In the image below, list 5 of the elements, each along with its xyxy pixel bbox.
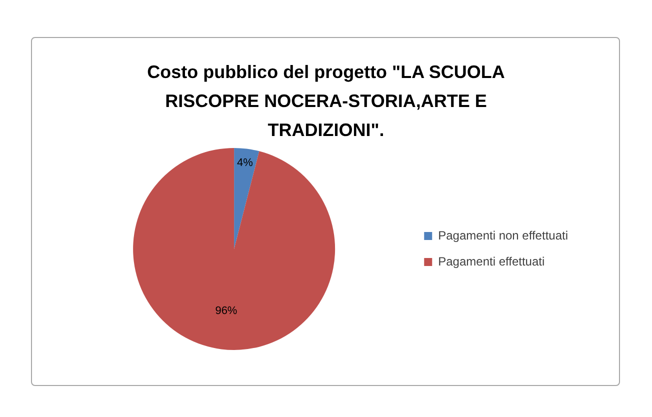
data-label: 4% xyxy=(236,156,254,169)
legend-label: Pagamenti non effettuati xyxy=(438,228,568,242)
data-label: 96% xyxy=(215,305,238,318)
legend-label: Pagamenti effettuati xyxy=(438,254,545,268)
chart-title: Costo pubblico del progetto "LA SCUOLA RISCOPRE NOCERA-STORIA,ARTE E TRADIZIONI". xyxy=(146,61,506,142)
